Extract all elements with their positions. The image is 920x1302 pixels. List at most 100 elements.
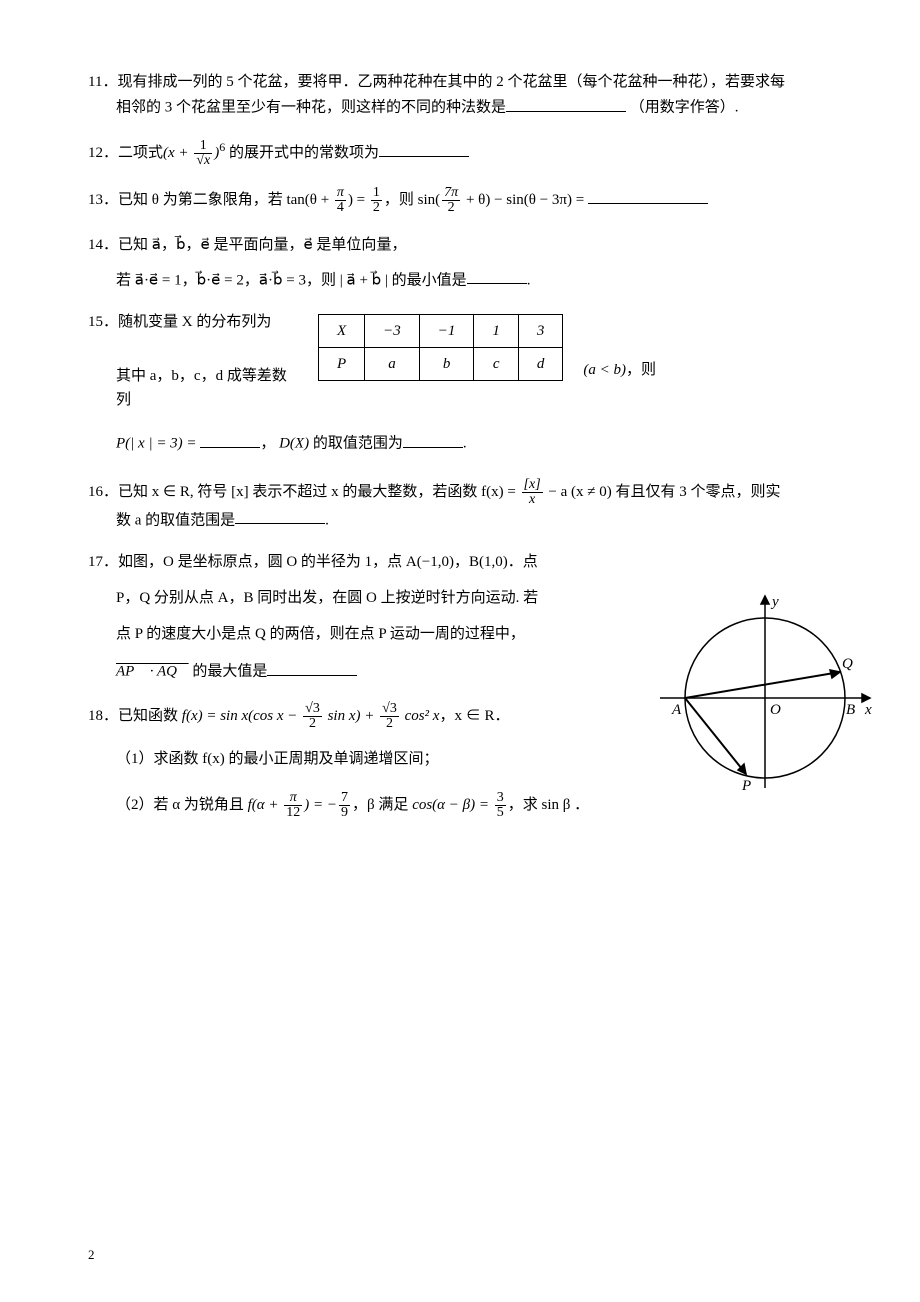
q18-f2d: 2 xyxy=(380,716,399,731)
tr-b: b xyxy=(419,348,474,381)
q18-expr: f(x) = sin x(cos x − xyxy=(182,708,301,724)
q13-text-a: 已知 θ 为第二象限角，若 tan(θ + xyxy=(118,192,333,208)
q12-frac-num: 1 xyxy=(194,139,212,153)
th-X: X xyxy=(319,315,365,348)
q18-p2e2: cos(α − β) = xyxy=(412,797,493,813)
q18-num: 18． xyxy=(88,708,118,724)
q18-p2c: ，求 sin β ． xyxy=(508,797,589,813)
label-P: P xyxy=(741,778,751,794)
q15-text-e: P(| x | = 3) = xyxy=(116,436,200,452)
q18-f1: √32 xyxy=(303,702,322,731)
x-arrow-icon xyxy=(862,694,870,702)
q17-blank[interactable] xyxy=(267,658,357,676)
q15-text-d: ，则 xyxy=(626,362,656,378)
q12-frac-den: √x xyxy=(194,153,212,168)
q15-text-h: 的取值范围为 xyxy=(309,436,403,452)
question-17: 17．如图，O 是坐标原点，圆 O 的半径为 1，点 A(−1,0)，B(1,0… xyxy=(88,550,618,684)
q17-l3: 点 P 的速度大小是点 Q 的两倍，则在点 P 运动一周的过程中， xyxy=(116,626,525,642)
q14-line1: 已知 a⃗，b⃗，e⃗ 是平面向量，e⃗ 是单位向量， xyxy=(118,237,406,253)
q11-line2: 相邻的 3 个花盆里至少有一种花，则这样的不同的种法数是 （用数字作答）. xyxy=(88,94,852,120)
q18-p2f1d: 12 xyxy=(284,805,302,820)
q18-f2n: √3 xyxy=(380,702,399,716)
q11-blank[interactable] xyxy=(506,94,626,112)
q15-table-wrap: X −3 −1 1 3 P a b c d xyxy=(318,310,563,385)
q11-text-a: 现有排成一列的 5 个花盆，要将甲．乙两种花种在其中的 2 个花盆里（每个花盆种… xyxy=(117,74,785,90)
q13-f2n: 1 xyxy=(371,186,382,200)
q15-line3: P(| x | = 3) = ， D(X) 的取值范围为. xyxy=(88,430,852,456)
q18-p2e1: f(α + xyxy=(248,797,283,813)
q14-l2a: 若 a⃗·e⃗ = 1，b⃗·e⃗ = 2，a⃗·b⃗ = 3，则 | a⃗ +… xyxy=(116,272,467,288)
q13-f2d: 2 xyxy=(371,200,382,215)
q16-line2: 数 a 的取值范围是. xyxy=(88,507,852,533)
q15-blank2[interactable] xyxy=(403,430,463,448)
q18-p2f3n: 3 xyxy=(495,791,506,805)
q18-p2f3d: 5 xyxy=(495,805,506,820)
q17-l4-wrap: AP⃗ · AQ⃗ 的最大值是 xyxy=(88,658,618,684)
q13-frac2: 12 xyxy=(371,186,382,215)
q13-text-c: ，则 sin( xyxy=(384,192,440,208)
q13-frac1: π4 xyxy=(335,186,346,215)
label-A: A xyxy=(671,702,682,718)
q16-text-b: − a (x ≠ 0) 有且仅有 3 个零点，则实 xyxy=(545,484,781,500)
q15-num: 15． xyxy=(88,314,118,330)
q17-l1: 如图，O 是坐标原点，圆 O 的半径为 1，点 A(−1,0)，B(1,0)．点 xyxy=(118,554,538,570)
q16-text-c: 数 a 的取值范围是 xyxy=(116,512,235,528)
th-v1: −3 xyxy=(365,315,420,348)
q17-l2-wrap: P，Q 分别从点 A，B 同时出发，在圆 O 上按逆时针方向运动. 若 xyxy=(88,586,618,610)
page-number: 2 xyxy=(88,1245,95,1266)
q13-f1n: π xyxy=(335,186,346,200)
aq-arrow-icon xyxy=(830,670,840,678)
q18-f1n: √3 xyxy=(303,702,322,716)
q14-l2b: . xyxy=(527,272,531,288)
tr-d: d xyxy=(518,348,563,381)
q17-num: 17． xyxy=(88,554,118,570)
q12-frac: 1 √x xyxy=(194,139,212,168)
q12-power: 6 xyxy=(219,140,225,154)
table-row: X −3 −1 1 3 xyxy=(319,315,563,348)
q13-blank[interactable] xyxy=(588,186,708,204)
q15-text-f: ， xyxy=(260,436,275,452)
q16-fd: x xyxy=(522,492,543,507)
q17-l4a: AP⃗ · AQ⃗ xyxy=(116,664,189,680)
q18-p2f2: 79 xyxy=(339,791,350,820)
q16-num: 16． xyxy=(88,484,118,500)
q17-l2: P，Q 分别从点 A，B 同时出发，在圆 O 上按逆时针方向运动. 若 xyxy=(116,590,538,606)
tr-a: a xyxy=(365,348,420,381)
q18-p2b: ，β 满足 xyxy=(352,797,408,813)
q17-l3-wrap: 点 P 的速度大小是点 Q 的两倍，则在点 P 运动一周的过程中， xyxy=(88,622,618,646)
label-x: x xyxy=(864,702,872,718)
question-14: 14．已知 a⃗，b⃗，e⃗ 是平面向量，e⃗ 是单位向量， 若 a⃗·e⃗ =… xyxy=(88,233,852,293)
table-row: P a b c d xyxy=(319,348,563,381)
q18-p2e1b: ) = − xyxy=(304,797,337,813)
q13-num: 13． xyxy=(88,192,118,208)
label-O: O xyxy=(770,702,781,718)
th-v4: 3 xyxy=(518,315,563,348)
q13-text-b: ) = xyxy=(348,192,369,208)
q12-text-b: 的展开式中的常数项为 xyxy=(229,145,379,161)
q12-frac-den-var: x xyxy=(204,153,210,168)
q18-p2f2d: 9 xyxy=(339,805,350,820)
q16-blank[interactable] xyxy=(235,507,325,525)
q13-text-d: + θ) − sin(θ − 3π) = xyxy=(462,192,588,208)
q13-f3d: 2 xyxy=(442,200,460,215)
q13-f3n: 7π xyxy=(442,186,460,200)
q15-text-a: 随机变量 X 的分布列为 xyxy=(118,314,271,330)
y-arrow-icon xyxy=(761,596,769,604)
q15-blank1[interactable] xyxy=(200,430,260,448)
q16-text-a: 已知 x ∈ R, 符号 [x] 表示不超过 x 的最大整数，若函数 f(x) … xyxy=(118,484,520,500)
label-Q: Q xyxy=(842,656,853,672)
question-11: 11．现有排成一列的 5 个花盆，要将甲．乙两种花种在其中的 2 个花盆里（每个… xyxy=(88,70,852,120)
q11-num: 11． xyxy=(88,74,117,90)
q12-text-a: 二项式 xyxy=(118,145,163,161)
q16-text-d: . xyxy=(325,512,329,528)
q12-blank[interactable] xyxy=(379,139,469,157)
th-v3: 1 xyxy=(474,315,519,348)
q11-text-b: 相邻的 3 个花盆里至少有一种花，则这样的不同的种法数是 xyxy=(116,100,506,116)
q18-f2: √32 xyxy=(380,702,399,731)
q14-num: 14． xyxy=(88,237,118,253)
q14-line2: 若 a⃗·e⃗ = 1，b⃗·e⃗ = 2，a⃗·b⃗ = 3，则 | a⃗ +… xyxy=(88,267,852,293)
q15-row: 15．随机变量 X 的分布列为 其中 a，b，c，d 成等差数列 X −3 −1… xyxy=(88,310,852,412)
q14-blank[interactable] xyxy=(467,267,527,285)
label-B: B xyxy=(846,702,855,718)
q12-num: 12． xyxy=(88,145,118,161)
